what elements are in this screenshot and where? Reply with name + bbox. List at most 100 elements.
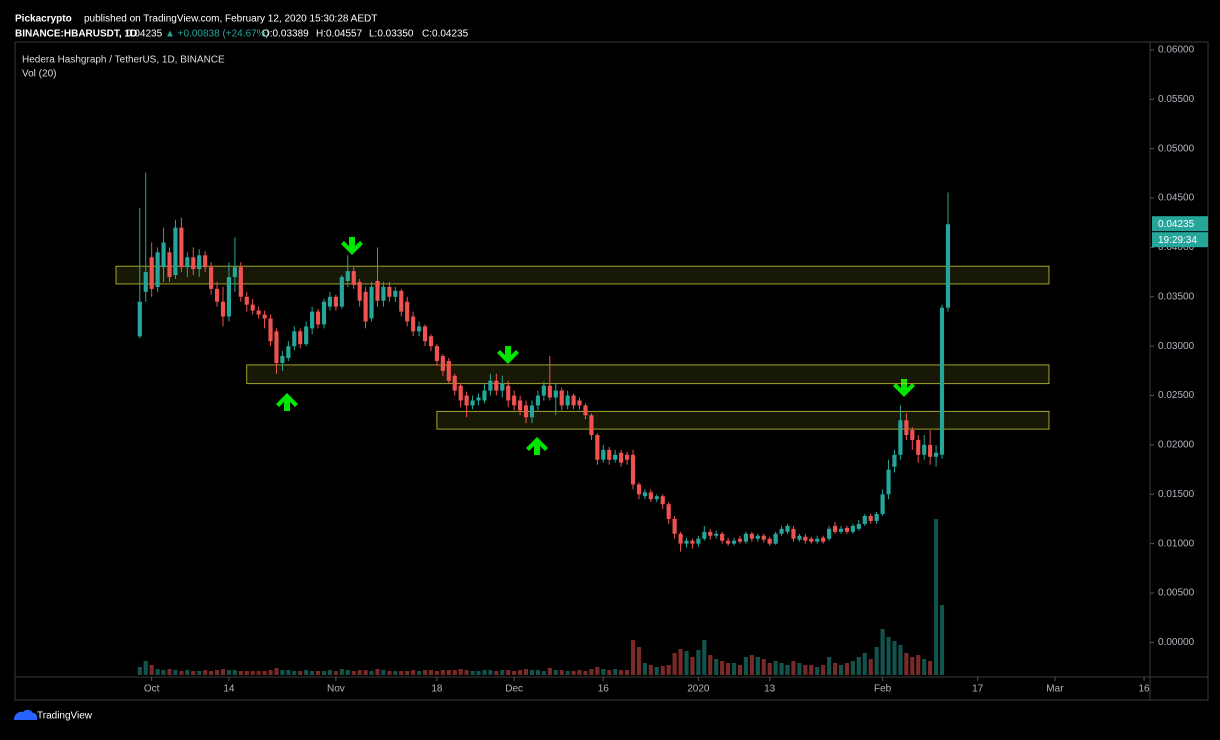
brand: TradingView [37, 711, 93, 722]
volume-bar [827, 657, 832, 675]
volume-bar [405, 671, 410, 675]
candle-body [672, 518, 677, 534]
volume-bar [310, 671, 315, 675]
candle-body [518, 400, 523, 411]
y-tick-label: 0.00000 [1158, 637, 1195, 648]
candle-body [535, 395, 541, 406]
candle-body [523, 405, 529, 418]
volume-bar [262, 671, 267, 675]
volume-bar [856, 657, 861, 675]
volume-bar [518, 670, 523, 675]
candle-body [922, 444, 927, 455]
candle-body [684, 540, 689, 544]
candle-body [315, 311, 321, 325]
chart-title: Hedera Hashgraph / TetherUS, 1D, BINANCE [22, 55, 225, 66]
candle-body [333, 296, 338, 307]
candle-body [375, 280, 380, 301]
volume-bar [375, 669, 380, 675]
candle-body [541, 385, 546, 396]
candle-body [191, 257, 196, 270]
candle-body [601, 449, 606, 460]
candle-body [886, 469, 891, 495]
candle-body [726, 540, 731, 544]
volume-bar [161, 670, 166, 675]
volume-bar [767, 663, 772, 675]
volume-bar [630, 640, 636, 675]
zone [115, 265, 1050, 285]
volume-bar [535, 670, 541, 675]
volume-bar [434, 671, 439, 675]
candle-body [827, 528, 832, 539]
candle-body [482, 390, 487, 401]
candle-body [321, 301, 327, 325]
volume-bar [779, 663, 784, 675]
candle-body [660, 496, 665, 505]
volume-bar [607, 670, 612, 675]
volume-bar [684, 651, 689, 675]
volume-bar [238, 671, 243, 675]
candle-body [232, 267, 237, 278]
volume-bar [916, 655, 921, 675]
volume-bar [547, 668, 552, 675]
volume-bar [636, 647, 642, 675]
volume-bar [619, 670, 624, 675]
candle-body [244, 296, 249, 305]
volume-bar [838, 665, 844, 675]
volume-bar [155, 669, 160, 675]
candle-body [292, 331, 297, 347]
volume-bar [274, 668, 279, 675]
volume-bar [256, 671, 261, 675]
candle-body [838, 528, 844, 532]
volume-bar [387, 671, 392, 675]
volume-bar [613, 669, 618, 675]
volume-bar [209, 671, 214, 675]
candle-body [529, 405, 535, 418]
volume-bar [185, 670, 190, 675]
volume-bar [529, 670, 535, 675]
candle-body [714, 533, 719, 536]
volume-bar [541, 671, 546, 675]
volume-bar [850, 661, 855, 675]
volume-bar [179, 671, 184, 675]
candle-body [648, 492, 653, 500]
x-tick-label: Feb [874, 684, 892, 695]
candle-body [553, 390, 558, 398]
volume-bar [553, 670, 558, 675]
volume-bar [583, 671, 588, 675]
x-tick-label: 17 [972, 684, 984, 695]
volume-bar [761, 659, 766, 675]
candle-body [880, 494, 885, 515]
candle-body [565, 395, 570, 406]
y-tick-label: 0.04500 [1158, 193, 1195, 204]
volume-bar [226, 670, 232, 675]
volume-bar [690, 657, 695, 675]
volume-bar [220, 669, 226, 675]
candle-body [571, 395, 576, 406]
candle-body [458, 385, 463, 401]
candle-body [155, 252, 160, 287]
volume-bar [720, 661, 725, 675]
candle-body [327, 296, 333, 307]
candle-body [470, 400, 475, 406]
volume-bar [203, 670, 208, 675]
change: ▲ +0.00838 (+24.67%) [165, 29, 269, 40]
volume-bar [749, 655, 754, 675]
volume-bar [422, 670, 428, 675]
volume-bar [327, 670, 333, 675]
candle-body [916, 439, 921, 455]
candle-body [203, 255, 208, 268]
candle-body [161, 242, 166, 268]
volume-bar [773, 661, 778, 675]
candle-body [345, 271, 350, 281]
volume-bar [321, 671, 327, 675]
candle-body [185, 257, 190, 268]
candle-body [904, 420, 909, 436]
high: H:0.04557 [316, 29, 363, 40]
candle-body [411, 316, 416, 332]
x-tick-label: 16 [1138, 684, 1150, 695]
x-tick-label: Oct [144, 684, 160, 695]
candle-body [767, 538, 772, 544]
volume-bar [399, 671, 404, 675]
candle-body [286, 346, 291, 359]
